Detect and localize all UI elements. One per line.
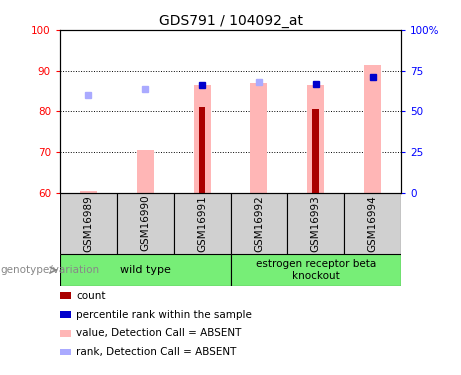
Bar xyxy=(287,193,344,254)
Text: GSM16994: GSM16994 xyxy=(367,195,378,252)
Bar xyxy=(250,83,267,193)
Bar xyxy=(174,193,230,254)
Text: wild type: wild type xyxy=(120,265,171,275)
Text: GSM16992: GSM16992 xyxy=(254,195,264,252)
Title: GDS791 / 104092_at: GDS791 / 104092_at xyxy=(159,13,302,28)
Bar xyxy=(194,85,211,193)
Text: rank, Detection Call = ABSENT: rank, Detection Call = ABSENT xyxy=(76,347,236,357)
Text: GSM16990: GSM16990 xyxy=(140,195,150,251)
Bar xyxy=(136,150,154,193)
Bar xyxy=(80,191,97,193)
Text: GSM16993: GSM16993 xyxy=(311,195,321,252)
Bar xyxy=(117,193,174,254)
Bar xyxy=(230,193,287,254)
Bar xyxy=(307,85,324,193)
Bar xyxy=(60,193,117,254)
Text: GSM16991: GSM16991 xyxy=(197,195,207,252)
Bar xyxy=(60,254,230,286)
Text: GSM16989: GSM16989 xyxy=(83,195,94,252)
Bar xyxy=(344,193,401,254)
Text: value, Detection Call = ABSENT: value, Detection Call = ABSENT xyxy=(76,328,242,338)
Text: genotype/variation: genotype/variation xyxy=(0,265,99,275)
Text: count: count xyxy=(76,291,106,301)
Text: percentile rank within the sample: percentile rank within the sample xyxy=(76,309,252,320)
Bar xyxy=(313,110,319,193)
Bar xyxy=(230,254,401,286)
Bar xyxy=(364,64,381,193)
Bar xyxy=(199,107,206,193)
Text: estrogen receptor beta
knockout: estrogen receptor beta knockout xyxy=(256,259,376,281)
